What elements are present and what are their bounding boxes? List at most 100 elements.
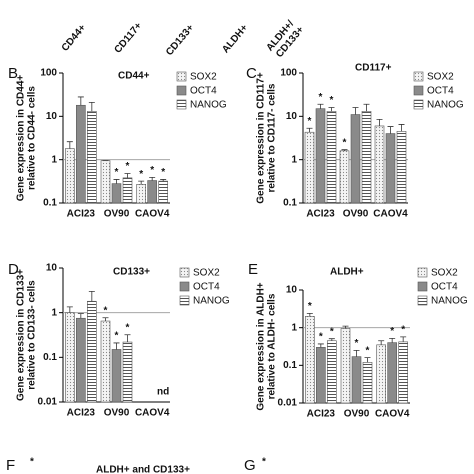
- significance: *: [355, 338, 359, 349]
- legend-swatch: [413, 71, 424, 82]
- bar: [111, 349, 122, 403]
- significance: *: [115, 331, 119, 342]
- legend-swatch: [176, 85, 187, 96]
- x-tick-label: CAOV4: [373, 209, 408, 220]
- significance: *: [30, 457, 34, 468]
- y-tick-label: 10: [286, 285, 298, 296]
- error-bar: [113, 342, 120, 350]
- significance: *: [308, 301, 312, 312]
- significance: *: [330, 95, 334, 106]
- y-axis-label: Gene expression in ALDH+: [256, 282, 267, 410]
- bar: [340, 328, 351, 404]
- y-tick-label: 0.1: [283, 198, 297, 209]
- x-tick-label: ACI23: [306, 209, 335, 220]
- error-bar: [328, 107, 335, 112]
- error-bar: [124, 173, 131, 178]
- significance: nd: [157, 387, 169, 398]
- y-axis-label: relative to ALDH- cells: [267, 293, 278, 399]
- x-tick-label: ACI23: [67, 408, 96, 419]
- legend-label: SOX2: [427, 72, 454, 83]
- bar: [87, 111, 97, 204]
- x-tick-label: ACI23: [67, 209, 96, 220]
- bar: [76, 104, 86, 204]
- x-tick-label: OV90: [104, 408, 130, 419]
- y-tick-label: 1: [51, 307, 57, 318]
- bar: [122, 177, 133, 204]
- bar: [361, 111, 372, 204]
- error-bar: [352, 107, 359, 115]
- error-bar: [66, 306, 73, 313]
- error-bar: [66, 141, 73, 149]
- y-axis-label: relative to CD44- cells: [27, 86, 38, 190]
- error-bar: [124, 334, 131, 343]
- x-tick-label: CAOV4: [375, 409, 410, 420]
- bar: [100, 160, 111, 204]
- significance: *: [390, 326, 394, 337]
- legend-swatch: [176, 99, 187, 110]
- legend-label: NANOG: [190, 100, 227, 111]
- bar: [111, 183, 122, 204]
- legend-swatch: [179, 295, 190, 306]
- y-axis-label: relative to CD133- cells: [27, 280, 38, 390]
- panel-letter: F: [6, 457, 15, 474]
- error-bar: [342, 325, 349, 329]
- error-bar: [400, 336, 407, 342]
- error-bar: [317, 343, 324, 348]
- bar: [316, 347, 326, 404]
- bar: [305, 316, 315, 404]
- y-tick-label: 10: [46, 263, 58, 274]
- error-bar: [306, 127, 313, 133]
- bar: [100, 320, 111, 403]
- error-bar: [77, 313, 84, 319]
- y-tick-label: 10: [286, 111, 298, 122]
- bar: [396, 131, 407, 204]
- significance: *: [366, 345, 370, 356]
- panel-title: CD117+: [355, 63, 392, 74]
- error-bar: [149, 176, 156, 181]
- significance: *: [126, 322, 130, 333]
- y-tick-label: 0.01: [38, 397, 58, 408]
- panel-title: ALDH+: [330, 267, 364, 278]
- y-tick-label: 100: [280, 68, 297, 79]
- bar: [122, 341, 133, 403]
- bar: [326, 111, 337, 204]
- legend-label: SOX2: [431, 268, 458, 279]
- bar: [315, 108, 326, 204]
- bar: [387, 342, 397, 404]
- significance: *: [401, 325, 405, 336]
- error-bar: [389, 337, 396, 343]
- significance: *: [330, 326, 334, 337]
- y-tick-label: 0.1: [283, 360, 297, 371]
- bar: [374, 125, 385, 204]
- panel-title: ALDH+ and CD133+: [96, 465, 190, 474]
- bar: [147, 180, 157, 204]
- legend-swatch: [413, 85, 424, 96]
- header-label: ALDH+: [220, 22, 250, 55]
- y-tick-label: 10: [46, 111, 58, 122]
- significance: *: [308, 116, 312, 127]
- significance: *: [139, 169, 143, 180]
- legend-label: OCT4: [427, 86, 454, 97]
- significance: *: [126, 161, 130, 172]
- panel-letter: C: [246, 65, 257, 82]
- error-bar: [353, 349, 360, 357]
- y-tick-label: 100: [40, 68, 57, 79]
- panel-letter: G: [244, 457, 256, 474]
- error-bar: [376, 118, 383, 126]
- x-tick-label: OV90: [344, 409, 370, 420]
- bar: [65, 148, 75, 204]
- bar: [87, 300, 97, 403]
- bar: [158, 180, 168, 204]
- legend-swatch: [179, 281, 190, 292]
- y-tick-label: 0.1: [43, 352, 57, 363]
- error-bar: [138, 180, 145, 185]
- error-bar: [102, 317, 109, 322]
- header-label: CD44+: [60, 22, 89, 53]
- y-axis-label: Gene expression in CD117+: [256, 72, 267, 204]
- legend-label: OCT4: [190, 86, 217, 97]
- legend-swatch: [417, 267, 428, 278]
- error-bar: [387, 126, 394, 134]
- error-bar: [378, 340, 385, 345]
- panel-letter: D: [8, 261, 19, 278]
- legend-label: OCT4: [193, 282, 220, 293]
